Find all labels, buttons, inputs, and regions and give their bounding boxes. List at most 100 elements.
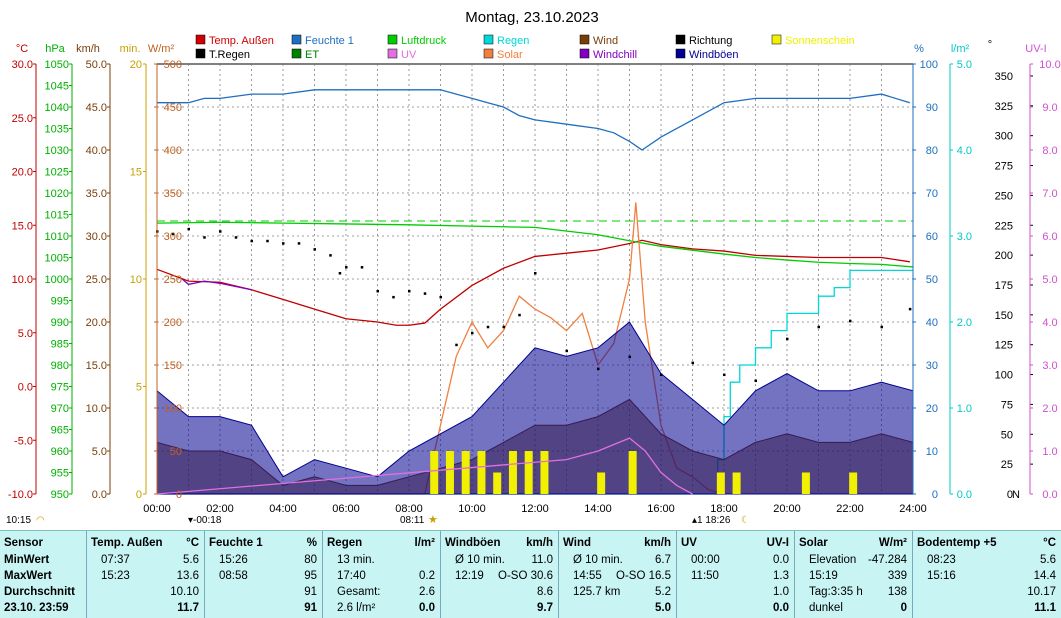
uv-tick-label: 8.0 [1042,145,1057,157]
stats-cell-value: 0 [900,602,907,614]
sunrise-time: 08:11 [400,515,425,526]
direction-point [234,236,238,239]
stats-cell-value: 11.7 [177,602,199,614]
legend-swatch [675,48,686,59]
direction-tick-label: 275 [995,161,1013,173]
legend-label: Solar [497,49,523,61]
rain-tick-label: 5.0 [957,59,972,71]
wind-tick-label: 5.0 [92,446,107,458]
sunshine-bar [540,451,549,494]
uv-unit: UV-I [1025,43,1046,55]
direction-point [597,367,600,371]
wind-tick-label: 30.0 [86,231,107,243]
direction-point [908,307,912,311]
solar-tick-label: 250 [164,274,182,286]
stats-cell-row: Gesamt: 2.6 [323,585,441,600]
legend-swatch [771,34,782,45]
temp-tick-label: 10.0 [12,274,33,286]
direction-point [313,248,316,251]
legend-label: Luftdruck [401,35,447,47]
direction-tick-label: 200 [995,250,1013,262]
wind-unit: km/h [76,43,100,55]
sunshine-bar [628,451,637,494]
x-tick-label: 04:00 [269,503,297,515]
solar-tick-label: 450 [164,102,182,114]
stats-cell-label: 125.7 km [573,586,621,598]
sunshine-bar [597,472,606,494]
legend-label: Wind [593,35,618,47]
column-unit: UV-I [766,537,789,549]
stats-column-header: Windböen km/h [441,536,559,551]
uv-tick-label: 10.0 [1039,59,1060,71]
pressure-tick-label: 955 [51,468,69,480]
pressure-tick-label: 950 [51,489,69,501]
north-label: N [1012,489,1020,501]
stats-cell-value: 10.10 [170,586,199,598]
direction-point [817,325,820,329]
stats-cell-value: 1.0 [773,586,789,598]
direction-point [565,349,568,353]
stats-cell-label: 07:37 [101,554,130,566]
stats-cell-value: 14.4 [1033,570,1056,582]
x-tick-label: 16:00 [647,503,675,515]
stats-cell-row: 2.6 l/m² 0.0 [323,601,441,616]
sunshine-bar [493,472,502,494]
stats-cell-label: 11:50 [691,570,719,582]
wind-tick-label: 15.0 [86,360,107,372]
direction-point [471,331,474,335]
stats-cell-label: 2.6 l/m² [337,602,376,614]
row-label-text: MinWert [4,554,50,566]
wind-tick-label: 10.0 [86,403,107,415]
legend-label: Regen [497,35,529,47]
sunshine-bar [849,472,858,494]
rain-tick-label: 2.0 [957,317,972,329]
rain-tick-label: 3.0 [957,231,972,243]
direction-point [502,325,505,329]
stats-cell-label: Ø 10 min. [573,554,623,566]
rain-tick-label: 0.0 [957,489,972,501]
sunshine-bar [445,451,454,494]
wind-tick-label: 40.0 [86,145,107,157]
pressure-tick-label: 1030 [45,145,69,157]
direction-point [518,313,521,317]
pressure-tick-label: 1000 [45,274,69,286]
direction-point [329,254,332,257]
temp-tick-label: 0.0 [18,382,33,394]
solar-tick-label: 300 [164,231,182,243]
wind-tick-label: 25.0 [86,274,107,286]
stats-column-header: Wind km/h [559,536,677,551]
x-tick-label: 12:00 [521,503,549,515]
wind-tick-label: 20.0 [86,317,107,329]
pressure-tick-label: 970 [51,403,69,415]
stats-cell-value: 0.0 [773,554,789,566]
stat-row-label: MaxWert [0,569,86,584]
legend-label: Temp. Außen [209,35,274,47]
stats-cell-row: Elevation -47.284 [795,553,913,568]
stats-cell-row: 13 min. [323,553,441,568]
pressure-tick-label: 980 [51,360,69,372]
humidity-tick-label: 40 [926,317,938,329]
stats-cell-label: Gesamt: [337,586,381,598]
stats-column-header: UV UV-I [677,536,795,551]
uv-tick-label: 5.0 [1042,274,1057,286]
stats-cell-label: 12:19 [455,570,484,582]
stats-cell-row: 125.7 km 5.2 [559,585,677,600]
stats-cell-value: 91 [304,586,317,598]
direction-point [754,379,757,383]
stats-cell-row: 11.7 [87,601,205,616]
temp-tick-label: 15.0 [12,220,33,232]
pressure-tick-label: 1005 [45,253,69,265]
x-tick-label: 20:00 [773,503,801,515]
direction-point [408,289,411,293]
direction-point [171,232,175,236]
direction-point [628,355,631,359]
rain-tick-label: 4.0 [957,145,972,157]
legend-swatch [291,48,302,59]
sunshine-bar [524,451,533,494]
pressure-tick-label: 1050 [45,59,69,71]
direction-point [660,373,663,377]
solar-tick-label: 150 [164,360,182,372]
column-unit: l/m² [414,537,435,549]
stats-cell-row: 10.17 [913,585,1061,600]
solar-tick-label: 0 [176,489,182,501]
